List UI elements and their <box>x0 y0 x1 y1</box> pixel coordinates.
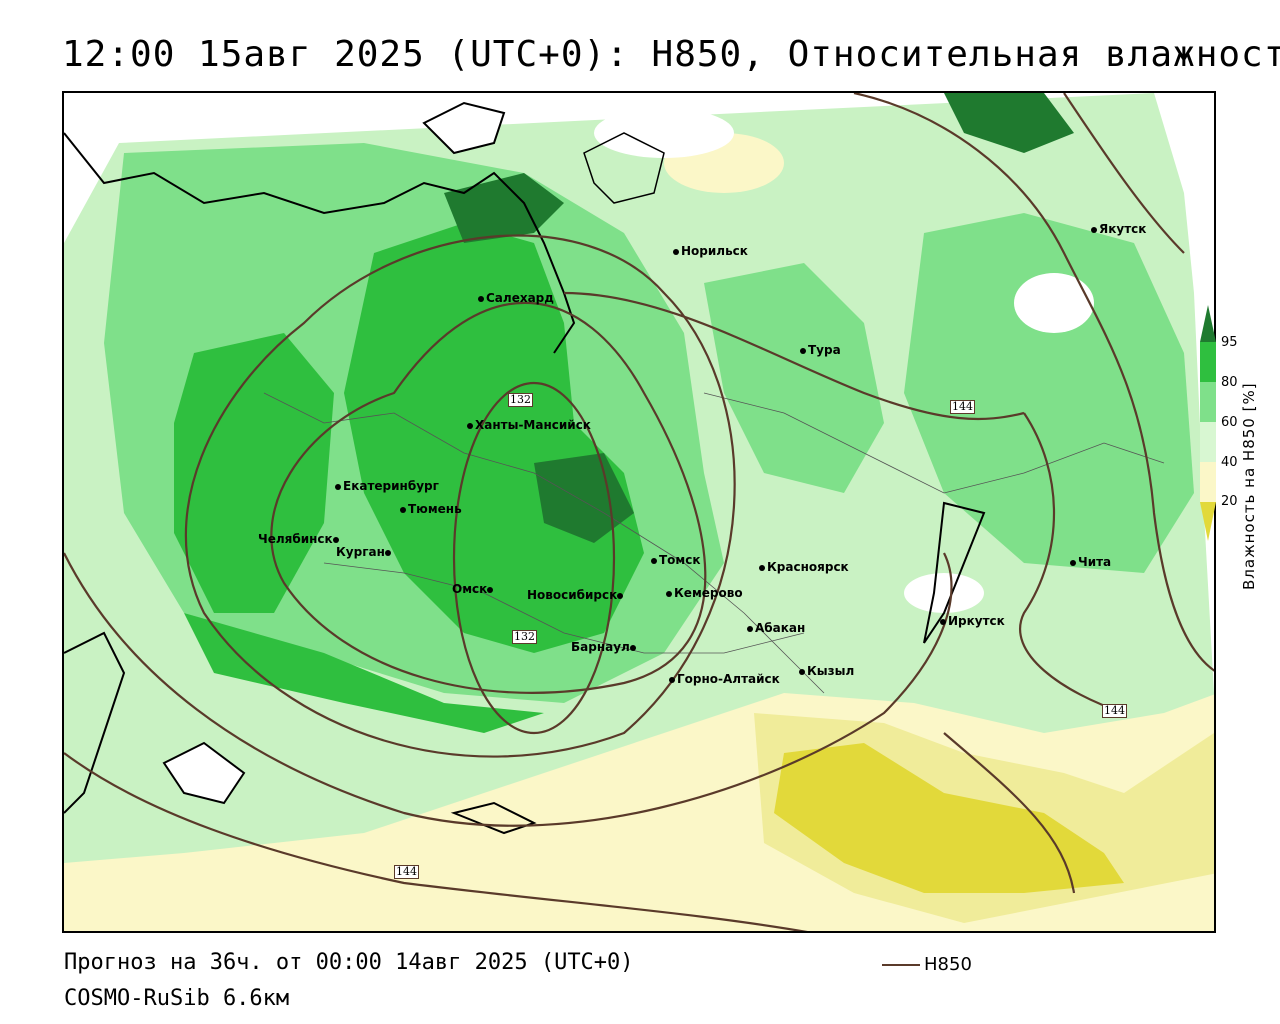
colorbar-tick: 20 <box>1221 494 1238 509</box>
city-kemerovo: Кемерово <box>666 586 743 600</box>
city-label: Челябинск <box>258 532 333 546</box>
city-novosibirsk: Новосибирск <box>527 588 625 602</box>
city-label: Томск <box>659 553 701 567</box>
colorbar-title: Влажность на H850 [%] <box>1240 382 1258 590</box>
city-dot-icon <box>467 422 473 429</box>
city-omsk: Омск <box>452 582 495 596</box>
city-dot-icon <box>759 564 765 571</box>
city-dot-icon <box>384 549 391 556</box>
city-label: Омск <box>452 582 488 596</box>
city-kyzyl: Кызыл <box>799 664 854 678</box>
city-dot-icon <box>747 625 753 632</box>
colorbar-tick: 60 <box>1221 415 1238 430</box>
city-dot-icon <box>617 592 624 599</box>
humidity-field <box>64 93 1214 931</box>
colorbar-tick: 40 <box>1221 455 1238 470</box>
city-dot-icon <box>1070 559 1076 566</box>
city-dot-icon <box>1091 226 1097 233</box>
city-label: Тура <box>808 343 841 357</box>
city-chelyabinsk: Челябинск <box>258 532 341 546</box>
city-dot-icon <box>487 586 494 593</box>
city-dot-icon <box>629 644 636 651</box>
city-label: Норильск <box>681 244 748 258</box>
city-tura: Тура <box>800 343 841 357</box>
city-label: Красноярск <box>767 560 849 574</box>
map-title: 12:00 15авг 2025 (UTC+0): H850, Относите… <box>62 34 1280 75</box>
city-dot-icon <box>666 590 672 597</box>
legend-label: H850 <box>924 954 972 975</box>
city-dot-icon <box>799 668 805 675</box>
line-swatch-icon <box>882 963 920 966</box>
city-label: Екатеринбург <box>343 479 439 493</box>
city-label: Абакан <box>755 621 806 635</box>
city-dot-icon <box>669 676 675 683</box>
isoline-label: 144 <box>950 400 975 414</box>
city-irkutsk: Иркутск <box>940 614 1005 628</box>
city-krasnoyarsk: Красноярск <box>759 560 849 574</box>
colorbar-tick: 80 <box>1221 375 1238 390</box>
isoline-label: 144 <box>1102 704 1127 718</box>
city-label: Горно-Алтайск <box>677 672 780 686</box>
city-label: Тюмень <box>408 502 462 516</box>
isoline-label: 132 <box>508 393 533 407</box>
city-label: Кызыл <box>807 664 855 678</box>
city-yekaterinburg: Екатеринбург <box>335 479 439 493</box>
city-dot-icon <box>651 557 657 564</box>
city-dot-icon <box>335 483 341 490</box>
city-label: Якутск <box>1099 222 1147 236</box>
map-canvas[interactable]: 132 132 144 144 144 Норильск Якутск Сале… <box>62 91 1216 933</box>
city-label: Барнаул <box>571 640 630 654</box>
city-label: Ханты-Мансийск <box>475 418 591 432</box>
city-label: Иркутск <box>948 614 1005 628</box>
isoline-label: 132 <box>512 630 537 644</box>
city-dot-icon <box>400 506 406 513</box>
city-label: Новосибирск <box>527 588 618 602</box>
city-tyumen: Тюмень <box>400 502 462 516</box>
city-dot-icon <box>800 347 806 354</box>
city-label: Кемерово <box>674 586 743 600</box>
city-label: Салехард <box>486 291 554 305</box>
city-salekhard: Салехард <box>478 291 554 305</box>
city-abakan: Абакан <box>747 621 805 635</box>
city-label: Чита <box>1078 555 1112 569</box>
city-dot-icon <box>940 618 946 625</box>
isoline-legend: H850 <box>882 954 972 975</box>
city-chita: Чита <box>1070 555 1111 569</box>
colorbar-tick: 95 <box>1221 335 1238 350</box>
model-name: COSMO-RuSib 6.6км <box>64 986 290 1011</box>
city-yakutsk: Якутск <box>1091 222 1146 236</box>
forecast-info: Прогноз на 36ч. от 00:00 14авг 2025 (UTC… <box>64 950 634 975</box>
city-khanty-mansiysk: Ханты-Мансийск <box>467 418 591 432</box>
isoline-label: 144 <box>394 865 419 879</box>
city-gorno-altaysk: Горно-Алтайск <box>669 672 780 686</box>
city-norilsk: Норильск <box>673 244 748 258</box>
city-barnaul: Барнаул <box>571 640 638 654</box>
colorbar <box>1200 305 1216 541</box>
city-tomsk: Томск <box>651 553 701 567</box>
city-dot-icon <box>332 536 339 543</box>
city-dot-icon <box>673 248 679 255</box>
city-kurgan: Курган <box>336 545 393 559</box>
city-dot-icon <box>478 295 484 302</box>
city-label: Курган <box>336 545 385 559</box>
